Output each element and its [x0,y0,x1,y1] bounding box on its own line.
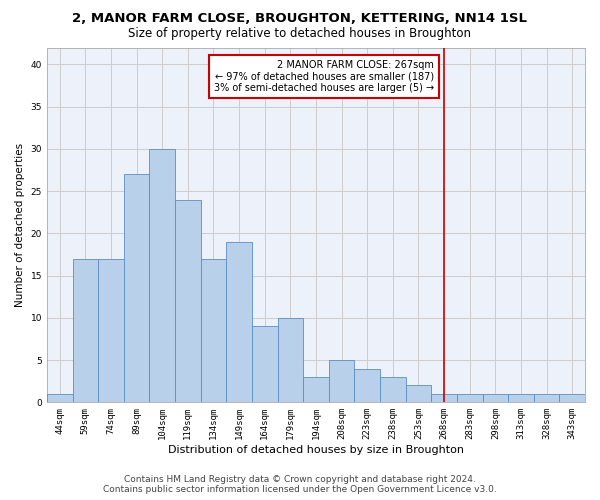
Bar [431,394,457,402]
Bar [252,326,278,402]
Bar [226,242,252,402]
Bar [47,394,73,402]
Bar [73,258,98,402]
Bar [124,174,149,402]
Bar [559,394,585,402]
Y-axis label: Number of detached properties: Number of detached properties [15,143,25,307]
Text: 2 MANOR FARM CLOSE: 267sqm
← 97% of detached houses are smaller (187)
3% of semi: 2 MANOR FARM CLOSE: 267sqm ← 97% of deta… [214,60,434,94]
Bar [355,368,380,402]
Bar [303,377,329,402]
Bar [200,258,226,402]
Bar [98,258,124,402]
Bar [175,200,200,402]
Text: Size of property relative to detached houses in Broughton: Size of property relative to detached ho… [128,28,472,40]
Bar [482,394,508,402]
Bar [534,394,559,402]
X-axis label: Distribution of detached houses by size in Broughton: Distribution of detached houses by size … [168,445,464,455]
Text: 2, MANOR FARM CLOSE, BROUGHTON, KETTERING, NN14 1SL: 2, MANOR FARM CLOSE, BROUGHTON, KETTERIN… [73,12,527,26]
Bar [508,394,534,402]
Text: Contains HM Land Registry data © Crown copyright and database right 2024.
Contai: Contains HM Land Registry data © Crown c… [103,474,497,494]
Bar [278,318,303,402]
Bar [457,394,482,402]
Bar [380,377,406,402]
Bar [329,360,355,403]
Bar [406,386,431,402]
Bar [149,149,175,403]
